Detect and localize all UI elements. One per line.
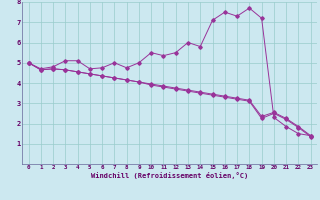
X-axis label: Windchill (Refroidissement éolien,°C): Windchill (Refroidissement éolien,°C)	[91, 172, 248, 179]
